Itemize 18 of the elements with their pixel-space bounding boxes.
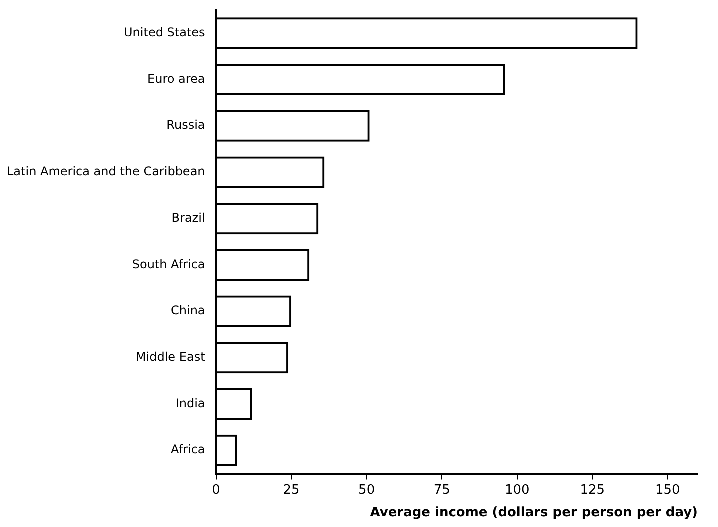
y-tick-label: Africa xyxy=(171,442,206,457)
x-tick-label: 50 xyxy=(358,482,376,498)
x-tick-label: 150 xyxy=(655,482,680,498)
y-tick-label: India xyxy=(176,396,206,410)
x-tick-label: 25 xyxy=(283,482,300,498)
y-tick-label: South Africa xyxy=(132,257,206,272)
x-tick-label: 100 xyxy=(504,482,530,498)
y-tick-label: Russia xyxy=(166,118,206,132)
x-tick-label: 0 xyxy=(212,482,220,498)
y-tick-label: Euro area xyxy=(148,72,206,86)
x-axis-title: Average income (dollars per person per day) xyxy=(370,506,698,521)
y-tick-label: Latin America and the Caribbean xyxy=(6,164,206,179)
y-tick-label: United States xyxy=(124,26,206,40)
y-tick-label: Middle East xyxy=(136,350,206,364)
x-tick-label: 125 xyxy=(580,482,606,498)
y-tick-label: China xyxy=(171,304,206,318)
x-tick-label: 75 xyxy=(434,482,450,498)
y-tick-label: Brazil xyxy=(172,210,206,225)
